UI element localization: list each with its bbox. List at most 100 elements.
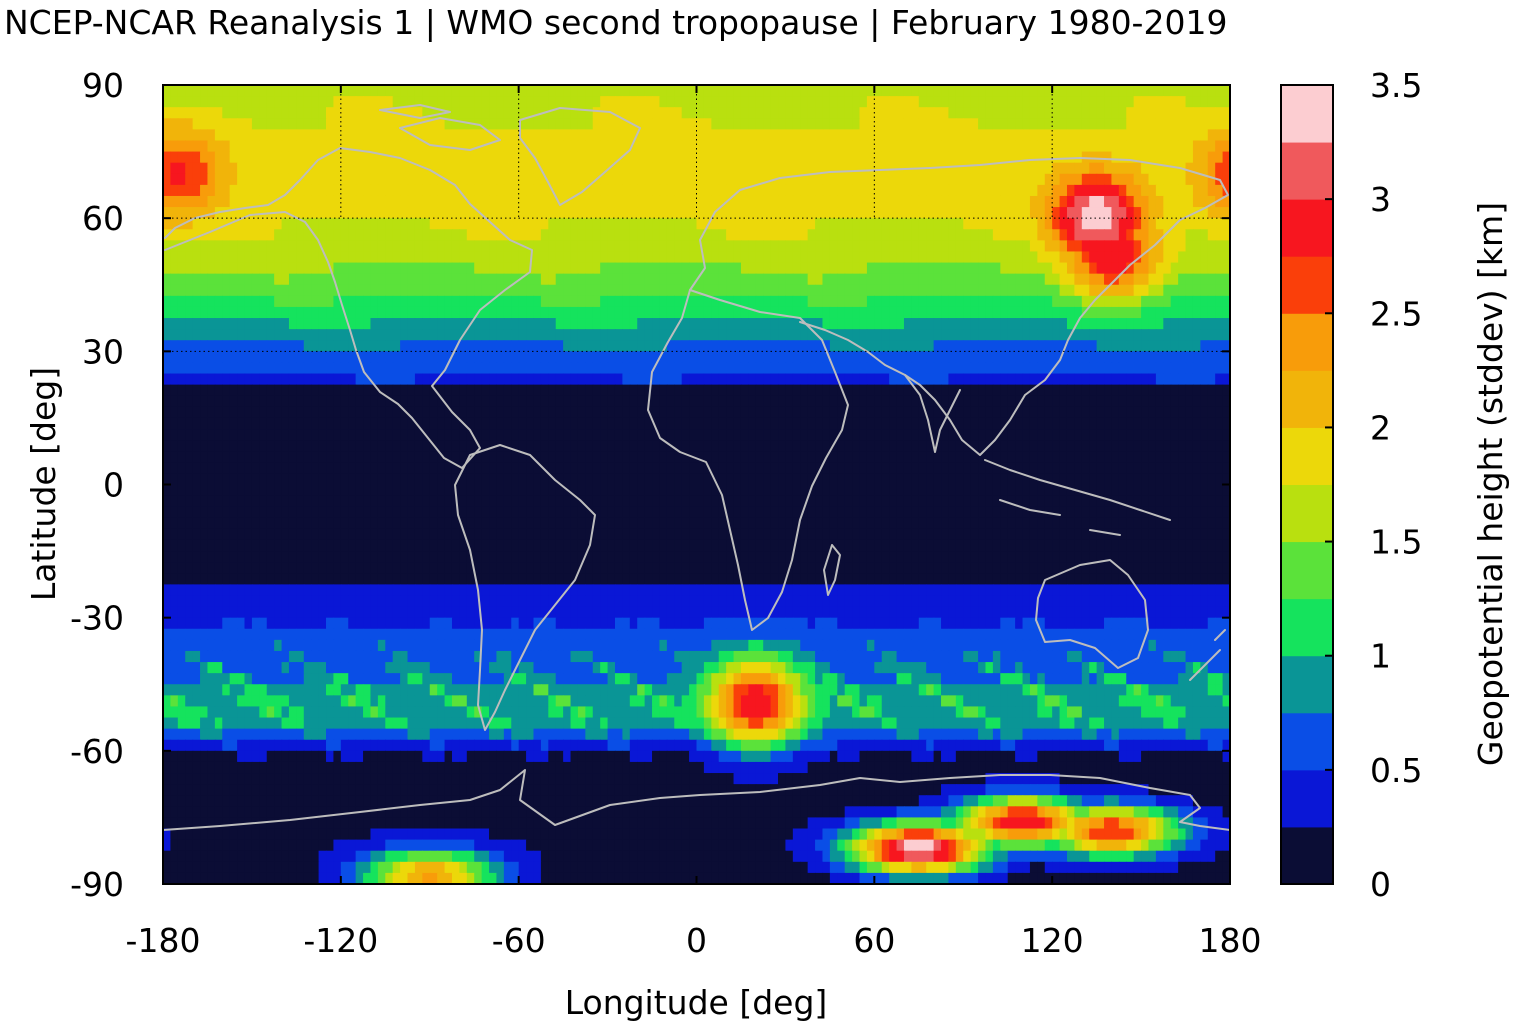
heatmap-cell bbox=[1037, 85, 1046, 97]
heatmap-cell bbox=[348, 429, 357, 441]
heatmap-cell bbox=[570, 240, 579, 253]
heatmap-cell bbox=[296, 229, 305, 241]
heatmap-cell bbox=[385, 451, 394, 463]
heatmap-cell bbox=[970, 85, 979, 97]
heatmap-cell bbox=[889, 329, 898, 341]
heatmap-cell bbox=[711, 295, 720, 308]
heatmap-cell bbox=[296, 162, 305, 175]
heatmap-cell bbox=[429, 262, 438, 275]
heatmap-cell bbox=[207, 184, 216, 197]
heatmap-cell bbox=[407, 340, 416, 352]
heatmap-cell bbox=[555, 340, 564, 352]
heatmap-cell bbox=[948, 195, 957, 208]
heatmap-cell bbox=[1215, 284, 1224, 297]
heatmap-cell bbox=[451, 284, 460, 297]
heatmap-cell bbox=[1007, 262, 1016, 275]
heatmap-cell bbox=[1133, 240, 1142, 253]
heatmap-cell bbox=[1207, 295, 1216, 308]
heatmap-cell bbox=[1200, 273, 1209, 286]
heatmap-cell bbox=[629, 240, 638, 253]
heatmap-cell bbox=[481, 229, 490, 241]
heatmap-cell bbox=[1052, 173, 1061, 186]
heatmap-cell bbox=[518, 417, 527, 430]
heatmap-cell bbox=[244, 373, 253, 386]
heatmap-cell bbox=[622, 151, 631, 164]
heatmap-cell bbox=[288, 218, 297, 230]
heatmap-cell bbox=[740, 118, 749, 130]
heatmap-cell bbox=[296, 240, 305, 253]
heatmap-cell bbox=[326, 362, 335, 375]
heatmap-cell bbox=[1111, 151, 1120, 164]
heatmap-cell bbox=[1022, 207, 1031, 219]
heatmap-cell bbox=[318, 273, 327, 286]
heatmap-cell bbox=[333, 362, 342, 375]
heatmap-cell bbox=[288, 329, 297, 341]
heatmap-cell bbox=[207, 451, 216, 463]
heatmap-cell bbox=[918, 406, 927, 419]
heatmap-cell bbox=[333, 96, 342, 108]
heatmap-cell bbox=[444, 284, 453, 297]
heatmap-cell bbox=[1118, 417, 1127, 430]
heatmap-cell bbox=[1037, 306, 1046, 319]
heatmap-cell bbox=[1104, 406, 1113, 419]
heatmap-cell bbox=[311, 462, 320, 475]
heatmap-cell bbox=[370, 107, 379, 119]
heatmap-cell bbox=[874, 417, 883, 430]
heatmap-cell bbox=[466, 184, 475, 197]
heatmap-cell bbox=[726, 318, 735, 330]
heatmap-cell bbox=[1222, 340, 1230, 352]
heatmap-cell bbox=[1096, 417, 1105, 430]
heatmap-cell bbox=[652, 451, 661, 463]
heatmap-cell bbox=[474, 362, 483, 375]
heatmap-cell bbox=[659, 107, 668, 119]
heatmap-cell bbox=[407, 240, 416, 253]
heatmap-cell bbox=[992, 251, 1001, 264]
heatmap-cell bbox=[185, 229, 194, 241]
heatmap-cell bbox=[629, 195, 638, 208]
heatmap-cell bbox=[1133, 96, 1142, 108]
heatmap-cell bbox=[414, 295, 423, 308]
heatmap-cell bbox=[637, 351, 646, 364]
heatmap-cell bbox=[689, 340, 698, 352]
heatmap-cell bbox=[622, 395, 631, 408]
heatmap-cell bbox=[1215, 151, 1224, 164]
heatmap-cell bbox=[955, 218, 964, 230]
heatmap-cell bbox=[385, 429, 394, 441]
heatmap-cell bbox=[385, 140, 394, 153]
heatmap-cell bbox=[363, 195, 372, 208]
heatmap-cell bbox=[1096, 451, 1105, 463]
heatmap-cell bbox=[992, 440, 1001, 452]
heatmap-cell bbox=[244, 440, 253, 452]
heatmap-cell bbox=[163, 406, 172, 419]
heatmap-cell bbox=[778, 406, 787, 419]
heatmap-cell bbox=[941, 284, 950, 297]
heatmap-cell bbox=[326, 151, 335, 164]
heatmap-cell bbox=[859, 406, 868, 419]
heatmap-cell bbox=[437, 240, 446, 253]
heatmap-cell bbox=[1155, 151, 1164, 164]
heatmap-cell bbox=[866, 284, 875, 297]
heatmap-cell bbox=[629, 451, 638, 463]
heatmap-cell bbox=[200, 162, 209, 175]
heatmap-cell bbox=[1141, 318, 1150, 330]
heatmap-cell bbox=[681, 340, 690, 352]
heatmap-cell bbox=[489, 107, 498, 119]
heatmap-cell bbox=[222, 273, 231, 286]
heatmap-cell bbox=[674, 329, 683, 341]
heatmap-cell bbox=[629, 229, 638, 241]
heatmap-cell bbox=[288, 417, 297, 430]
heatmap-cell bbox=[244, 295, 253, 308]
heatmap-cell bbox=[1141, 395, 1150, 408]
heatmap-cell bbox=[444, 96, 453, 108]
heatmap-cell bbox=[600, 373, 609, 386]
heatmap-cell bbox=[911, 417, 920, 430]
heatmap-cell bbox=[326, 462, 335, 475]
heatmap-cell bbox=[726, 384, 735, 397]
heatmap-cell bbox=[829, 85, 838, 97]
heatmap-cell bbox=[1170, 373, 1179, 386]
heatmap-cell bbox=[800, 129, 809, 142]
heatmap-cell bbox=[674, 173, 683, 186]
heatmap-cell bbox=[859, 384, 868, 397]
heatmap-cell bbox=[355, 96, 364, 108]
heatmap-cell bbox=[800, 340, 809, 352]
